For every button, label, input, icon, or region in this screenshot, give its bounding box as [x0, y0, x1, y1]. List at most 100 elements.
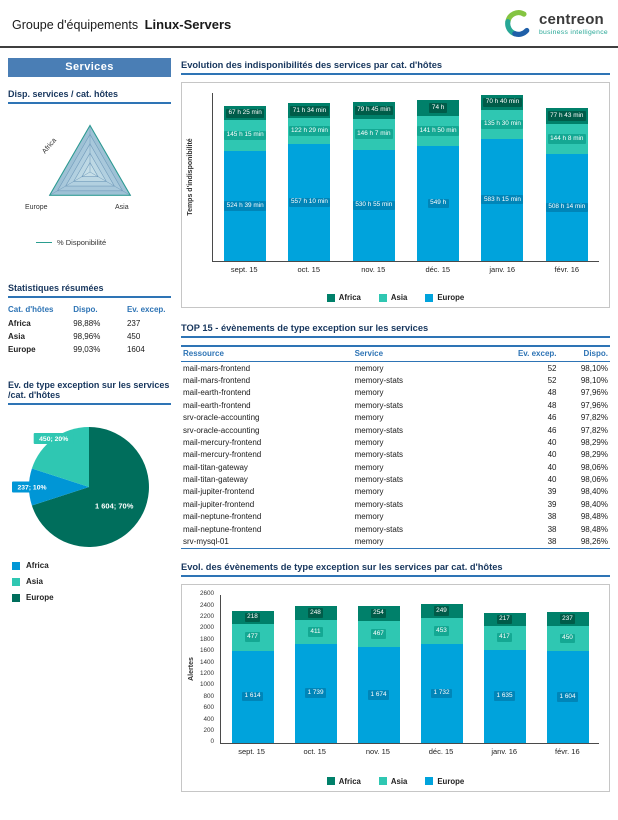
- logo-texts: centreon business intelligence: [539, 12, 608, 36]
- bar-value-label: 74 h: [429, 103, 447, 113]
- table-cell: 97,82%: [580, 425, 608, 435]
- stats-header-row: Cat. d'hôtes Dispo. Ev. excep.: [8, 304, 171, 317]
- legend-swatch: [326, 293, 335, 302]
- x-tick-label: nov. 15: [361, 265, 386, 274]
- table-cell: 98,40%: [580, 499, 608, 509]
- table-cell: memory-stats: [354, 475, 404, 485]
- bar-segment-europe: 1 732: [420, 644, 463, 743]
- plot-area: 1 614 477 218 1 739 411 248 1 674 467 254 1 732 45…: [220, 594, 599, 744]
- bar-segment-europe: 583 h 15 min: [481, 138, 524, 261]
- bar-value-label: 145 h 15 min: [224, 130, 267, 141]
- bar-value-label: 144 h 8 min: [547, 134, 586, 144]
- stacked-bar: 557 h 10 min 122 h 29 min 71 h 34 min: [288, 103, 331, 261]
- table-cell: memory-stats: [354, 524, 404, 534]
- table-cell: 97,96%: [580, 400, 608, 410]
- top15-section-title: TOP 15 - évènements de type exception su…: [181, 323, 610, 338]
- bar-segment-africa: 79 h 45 min: [352, 102, 395, 119]
- table-cell: 48: [547, 388, 557, 398]
- table-cell: mail-earth-frontend: [183, 388, 251, 398]
- plot-area: 524 h 39 min 145 h 15 min 67 h 25 min 557 h…: [212, 93, 599, 262]
- pie-slice-asia: [31, 427, 89, 487]
- unavailability-chart: Temps d'indisponibilité 524 h 39 min 145 h…: [181, 82, 610, 308]
- table-cell: mail-jupiter-frontend: [183, 487, 255, 497]
- x-tick-label: déc. 15: [425, 265, 451, 274]
- legend-swatch: [378, 293, 387, 302]
- bar-value-label: 477: [244, 632, 261, 642]
- legend-label: Africa: [338, 776, 361, 786]
- stats-cell: 450: [126, 332, 141, 341]
- top15-table: Ressource Service Ev. excep. Dispo. mail-mar…: [181, 345, 610, 549]
- chart-legend: Africa Asia Europe: [182, 777, 609, 786]
- bar-value-label: 146 h 7 min: [354, 129, 394, 139]
- table-cell: 38: [547, 524, 557, 534]
- services-banner: Services: [8, 58, 171, 77]
- stacked-bar: 1 604 450 237: [546, 612, 589, 743]
- table-row: mail-mars-frontend memory 52 98,10%: [181, 362, 610, 375]
- table-cell: mail-earth-frontend: [183, 400, 251, 410]
- bar-segment-asia: 135 h 30 min: [481, 110, 524, 139]
- bar-value-label: 524 h 39 min: [224, 201, 267, 211]
- legend-label: Africa: [26, 561, 49, 570]
- bar-value-label: 1 604: [557, 692, 578, 702]
- logo-arc-green: [505, 10, 527, 25]
- table-row: mail-titan-gateway memory 40 98,06%: [181, 461, 610, 473]
- y-tick-label: 2400: [199, 601, 214, 609]
- legend-swatch: [12, 561, 20, 570]
- bar-value-label: 254: [370, 608, 387, 619]
- legend-label: Asia: [390, 293, 408, 302]
- bar-segment-europe: 1 604: [546, 651, 589, 743]
- x-tick-label: oct. 15: [303, 746, 326, 756]
- table-row: mail-mercury-frontend memory-stats 40 98,29…: [181, 449, 610, 461]
- bar-segment-europe: 1 614: [231, 650, 274, 743]
- legend-swatch: [425, 777, 434, 786]
- x-tick-label: sept. 15: [238, 746, 265, 756]
- table-cell: 38: [498, 535, 559, 549]
- logo-arc-blue: [512, 27, 530, 37]
- bar-value-label: 1 614: [242, 691, 263, 702]
- hostgroup-name: Linux-Servers: [144, 17, 232, 32]
- bar-segment-africa: 77 h 43 min: [545, 107, 588, 125]
- pie-value-label: 450; 20%: [33, 433, 74, 444]
- x-tick-label: sept. 15: [230, 265, 258, 274]
- bar-segment-africa: 218: [231, 611, 274, 624]
- bar-segment-europe: 530 h 55 min: [352, 149, 395, 261]
- bar-value-label: 467: [370, 629, 387, 639]
- table-cell: mail-jupiter-frontend: [183, 499, 255, 509]
- table-row: srv-mysql-01 memory 38 98,26%: [181, 535, 610, 549]
- stacked-bar: 1 614 477 218: [231, 611, 274, 743]
- top15-col-header: Service: [352, 345, 499, 362]
- table-cell: memory: [354, 437, 384, 447]
- hostgroup-title-prefix: Groupe d'équipements: [12, 18, 139, 32]
- table-cell: memory: [352, 535, 499, 549]
- table-cell: 39: [547, 499, 557, 509]
- legend-item: Asia: [378, 777, 407, 786]
- radar-axis-label: Africa: [41, 137, 58, 155]
- table-cell: 48: [547, 400, 557, 410]
- table-cell: 46: [547, 413, 557, 423]
- bar-segment-asia: 417: [483, 625, 526, 650]
- table-row: mail-mars-frontend memory-stats 52 98,10%: [181, 374, 610, 386]
- sidebar: Services Disp. services / cat. hôtes Afr…: [8, 58, 171, 609]
- stacked-bar: 524 h 39 min 145 h 15 min 67 h 25 min: [224, 106, 267, 261]
- bar-segment-europe: 524 h 39 min: [224, 150, 267, 261]
- legend-item: Africa: [12, 561, 171, 570]
- table-cell: 46: [547, 425, 557, 435]
- table-row: srv-oracle-accounting memory 46 97,82%: [181, 412, 610, 424]
- table-cell: memory: [354, 462, 384, 472]
- bar-segment-europe: 557 h 10 min: [288, 144, 331, 261]
- table-row: mail-neptune-frontend memory 38 98,48%: [181, 511, 610, 523]
- legend-label: Europe: [437, 293, 465, 302]
- x-tick-label: nov. 15: [365, 746, 390, 756]
- table-cell: memory-stats: [354, 376, 404, 386]
- stats-section-title: Statistiques résumées: [8, 283, 171, 298]
- table-cell: memory-stats: [354, 425, 404, 435]
- x-axis-labels: sept. 15 oct. 15 nov. 15 déc. 15 janv. 16 fév…: [220, 747, 599, 756]
- legend-item: Europe: [425, 777, 464, 786]
- top15-col-header: Ressource: [181, 345, 353, 362]
- bar-value-label: 122 h 29 min: [288, 126, 331, 136]
- bar-segment-africa: 67 h 25 min: [224, 106, 267, 121]
- table-cell: mail-neptune-frontend: [183, 512, 262, 522]
- table-row: mail-jupiter-frontend memory-stats 39 98,40…: [181, 498, 610, 510]
- y-tick-label: 1600: [199, 647, 214, 655]
